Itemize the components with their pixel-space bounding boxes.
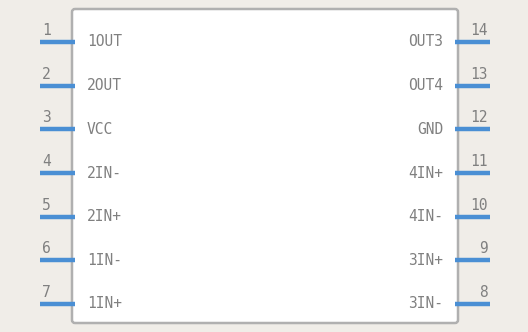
Text: 7: 7 (42, 285, 51, 300)
Text: 4IN-: 4IN- (408, 209, 443, 224)
Text: 5: 5 (42, 198, 51, 213)
Text: GND: GND (417, 122, 443, 137)
Text: 1IN+: 1IN+ (87, 296, 122, 311)
Text: 1OUT: 1OUT (87, 35, 122, 49)
Text: 12: 12 (470, 110, 488, 125)
FancyBboxPatch shape (72, 9, 458, 323)
Text: 2OUT: 2OUT (87, 78, 122, 93)
Text: 1: 1 (42, 23, 51, 38)
Text: 4: 4 (42, 154, 51, 169)
Text: 14: 14 (470, 23, 488, 38)
Text: VCC: VCC (87, 122, 113, 137)
Text: OUT4: OUT4 (408, 78, 443, 93)
Text: 6: 6 (42, 241, 51, 256)
Text: 4IN+: 4IN+ (408, 165, 443, 181)
Text: 3IN-: 3IN- (408, 296, 443, 311)
Text: 3: 3 (42, 110, 51, 125)
Text: 2IN-: 2IN- (87, 165, 122, 181)
Text: 11: 11 (470, 154, 488, 169)
Text: 2: 2 (42, 67, 51, 82)
Text: 13: 13 (470, 67, 488, 82)
Text: 10: 10 (470, 198, 488, 213)
Text: 2IN+: 2IN+ (87, 209, 122, 224)
Text: 9: 9 (479, 241, 488, 256)
Text: OUT3: OUT3 (408, 35, 443, 49)
Text: 3IN+: 3IN+ (408, 253, 443, 268)
Text: 1IN-: 1IN- (87, 253, 122, 268)
Text: 8: 8 (479, 285, 488, 300)
